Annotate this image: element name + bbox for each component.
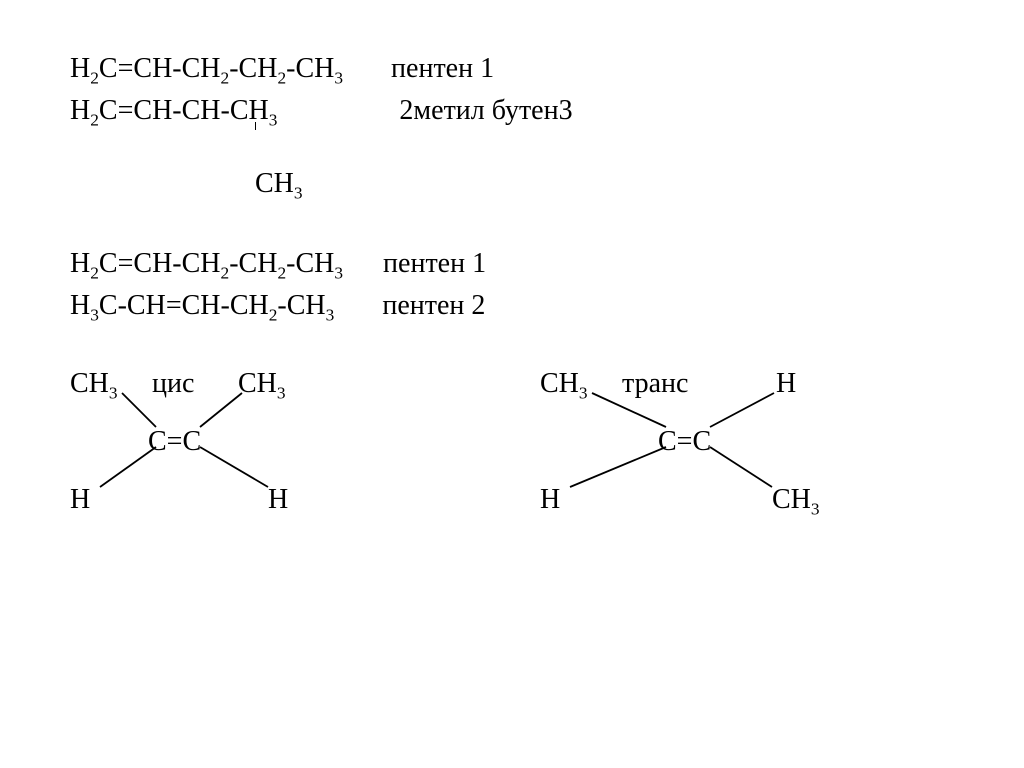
trans-bottom-left: H: [540, 481, 560, 519]
formula-row-4: H3C-CH=CH-CH2-CH3 пентен 2: [70, 287, 954, 325]
isomers-row: CH3 цис CH3 C=C H H CH3 транс H C=C H CH…: [70, 365, 954, 525]
formula-row-3: H2C=CH-CH2-CH2-CH3 пентен 1: [70, 245, 954, 283]
formula-row-1: H2C=CH-CH2-CH2-CH3 пентен 1: [70, 50, 954, 88]
cis-bottom-left: H: [70, 481, 90, 519]
formula-3: H2C=CH-CH2-CH2-CH3: [70, 245, 343, 283]
formula-row-2: H2C=CH-CH-CH3 2метил бутен3: [70, 92, 954, 130]
name-2: 2метил бутен3: [399, 92, 572, 130]
branch-row-2: [70, 130, 954, 168]
trans-isomer: CH3 транс H C=C H CH3: [540, 365, 840, 525]
name-1: пентен 1: [391, 50, 494, 88]
branch-label-2: CH3: [70, 165, 954, 203]
formula-4: H3C-CH=CH-CH2-CH3: [70, 287, 334, 325]
formula-2: H2C=CH-CH-CH3: [70, 92, 277, 130]
trans-center: C=C: [658, 423, 711, 461]
cis-label: цис: [152, 365, 194, 403]
branch-formula-2: CH3: [255, 165, 303, 203]
cis-isomer: CH3 цис CH3 C=C H H: [70, 365, 370, 525]
page: H2C=CH-CH2-CH2-CH3 пентен 1 H2C=CH-CH-CH…: [0, 0, 1024, 575]
cis-top-left: CH3: [70, 365, 118, 403]
trans-bottom-right: CH3: [772, 481, 820, 519]
branch-tick: [255, 122, 256, 130]
name-4: пентен 2: [382, 287, 485, 325]
trans-top-left: CH3: [540, 365, 588, 403]
cis-top-right: CH3: [238, 365, 286, 403]
name-3: пентен 1: [383, 245, 486, 283]
formula-1: H2C=CH-CH2-CH2-CH3: [70, 50, 343, 88]
cis-center: C=C: [148, 423, 201, 461]
cis-bottom-right: H: [268, 481, 288, 519]
trans-label: транс: [622, 365, 688, 403]
trans-top-right: H: [776, 365, 796, 403]
